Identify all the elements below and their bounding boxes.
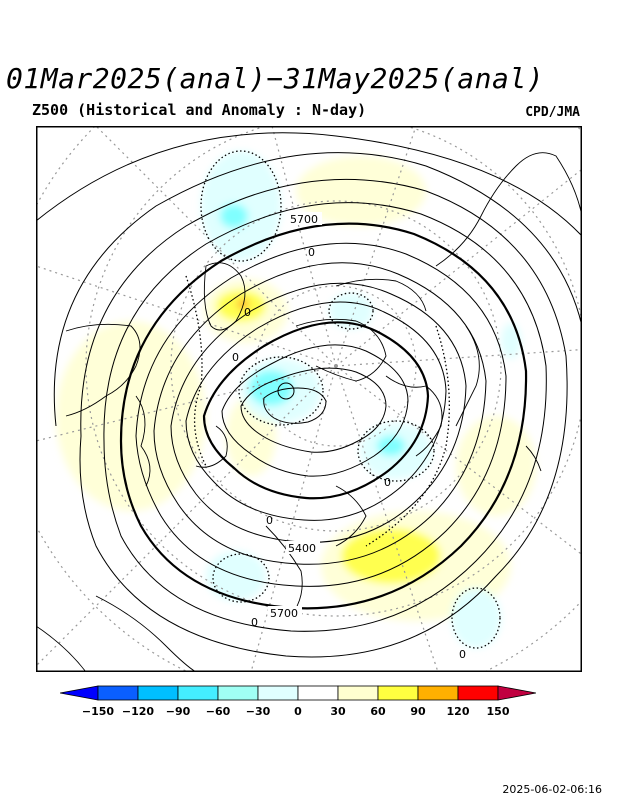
label-zero-1: 0 <box>308 246 315 259</box>
colorbar-swatch <box>217 685 259 701</box>
colorbar-swatches <box>60 685 536 701</box>
colorbar-swatch <box>137 685 179 701</box>
colorbar-swatch <box>457 685 499 701</box>
colorbar-tick-label: 60 <box>370 705 386 718</box>
positive-anomaly-east <box>456 416 536 516</box>
colorbar-swatch <box>337 685 379 701</box>
map-frame <box>36 126 582 672</box>
colorbar-tick-label: −60 <box>206 705 231 718</box>
colorbar-tick-label: −90 <box>166 705 191 718</box>
colorbar-tick-label: 90 <box>410 705 426 718</box>
negative-anomaly-ne <box>501 323 521 359</box>
negative-anomaly-east-mid <box>377 436 405 456</box>
positive-anomaly-north <box>296 156 426 226</box>
label-5400: 5400 <box>288 542 316 555</box>
label-zero-6: 0 <box>459 648 466 661</box>
colorbar-tick-label: −120 <box>122 705 155 718</box>
label-5700-bottom: 5700 <box>270 607 298 620</box>
colorbar-tick-label: 30 <box>330 705 346 718</box>
contour-labels: 5700 5400 5700 0 0 0 0 0 0 0 <box>232 212 466 661</box>
positive-anomaly-atlantic <box>56 321 206 511</box>
colorbar-swatch <box>417 685 459 701</box>
positive-anomaly-pacific-mid <box>341 528 441 584</box>
polar-map: 5700 5400 5700 0 0 0 0 0 0 0 <box>36 126 582 672</box>
label-zero-2: 0 <box>232 351 239 364</box>
colorbar-tick-label: −30 <box>246 705 271 718</box>
chart-subtitle: Z500 (Historical and Anomaly : N-day) <box>32 101 367 119</box>
colorbar-swatch-low <box>60 685 99 701</box>
timestamp: 2025-06-02-06:16 <box>502 783 602 796</box>
negative-anomaly-pacific <box>451 588 501 648</box>
credit-label: CPD/JMA <box>525 105 580 120</box>
colorbar: −150 −120 −90 −60 −30 0 30 60 90 120 150 <box>60 685 536 718</box>
colorbar-swatch <box>97 685 139 701</box>
negative-anomaly-top-mid <box>220 204 248 228</box>
colorbar-swatch-high <box>497 685 536 701</box>
colorbar-swatch <box>257 685 299 701</box>
label-zero-3: 0 <box>266 514 273 527</box>
anomaly-shading <box>56 151 536 648</box>
colorbar-tick-label: 120 <box>447 705 470 718</box>
colorbar-tick-label: 150 <box>487 705 510 718</box>
colorbar-ticks: −150 −120 −90 −60 −30 0 30 60 90 120 150 <box>82 705 510 718</box>
label-zero-5: 0 <box>251 616 258 629</box>
colorbar-swatch <box>297 685 339 701</box>
label-5700-top: 5700 <box>290 213 318 226</box>
label-zero-7: 0 <box>244 306 251 319</box>
colorbar-swatch <box>177 685 219 701</box>
label-zero-4: 0 <box>384 476 391 489</box>
colorbar-swatch <box>377 685 419 701</box>
chart-title: 01Mar2025(anal)−31May2025(anal) <box>6 62 545 95</box>
zero-anomaly-contours <box>185 150 501 649</box>
colorbar-tick-label: 0 <box>294 705 302 718</box>
colorbar-tick-label: −150 <box>82 705 115 718</box>
coastlines <box>36 152 582 672</box>
negative-anomaly-center-mid <box>249 370 293 406</box>
